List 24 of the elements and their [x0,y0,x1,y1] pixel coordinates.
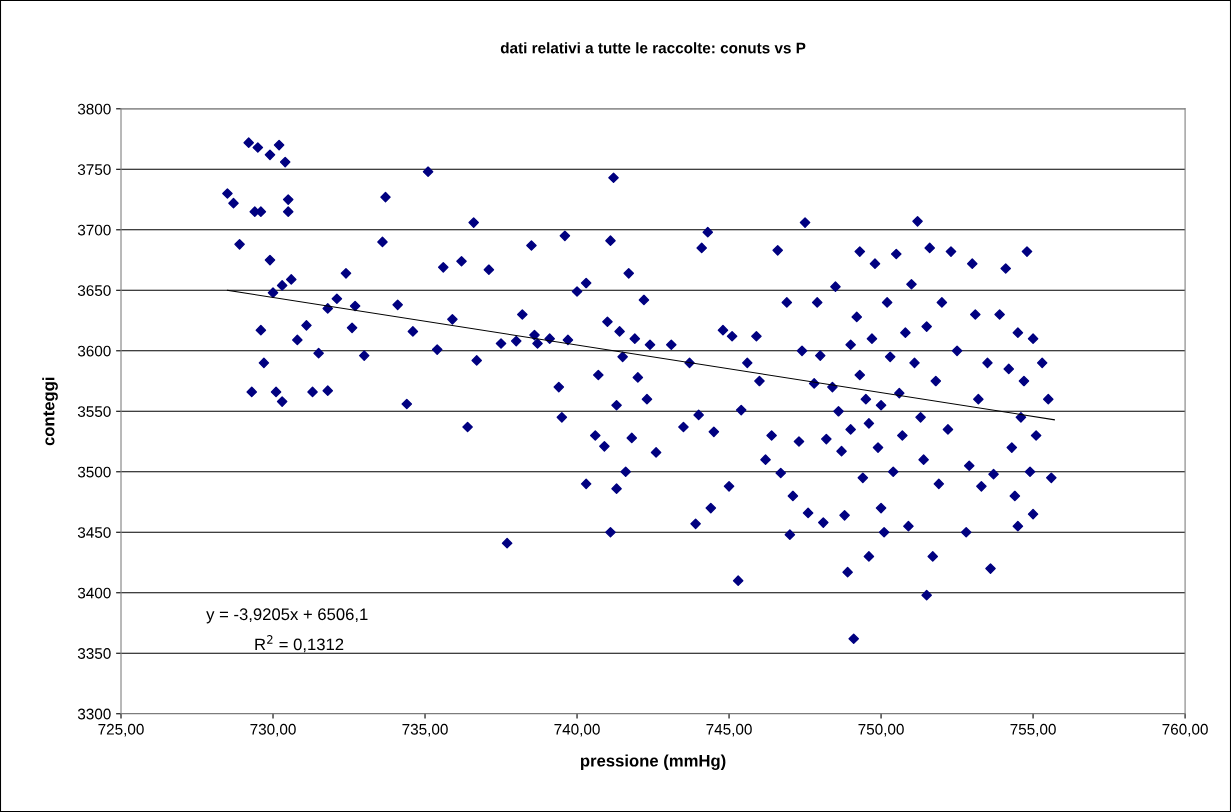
annotation: R$^{2}$ = 0,1312 [255,635,344,653]
x-tick-label: 760,00 [1162,723,1208,737]
x-tick-label: 750,00 [858,723,904,737]
y-axis-title: conteggi [42,377,58,446]
y-tick-label: 3800 [77,103,111,115]
x-axis-title: pressione (mmHg) [580,754,726,770]
y-tick-label: 3350 [77,648,111,659]
x-tick-label: 740,00 [554,723,600,737]
y-tick-label: 3650 [77,285,111,296]
x-tick-label: 755,00 [1010,723,1056,737]
y-tick-label: 3600 [77,345,111,357]
y-tick-label: 3500 [77,466,111,478]
y-tick-label: 3450 [77,527,111,538]
y-tick-label: 3400 [77,587,111,599]
y-tick-label: 3300 [77,708,111,720]
y-tick-label: 3700 [77,224,111,236]
y-tick-label: 3550 [77,406,111,417]
x-tick-label: 730,00 [250,723,296,737]
chart-title: dati relativi a tutte le raccolte: conuts vs P [500,42,806,54]
y-tick-label: 3750 [77,164,111,175]
x-tick-label: 745,00 [706,723,752,737]
x-tick-label: 725,00 [98,723,144,737]
x-tick-label: 735,00 [402,723,448,737]
annotation: y = -3,9205x + 6506,1 [206,608,368,624]
